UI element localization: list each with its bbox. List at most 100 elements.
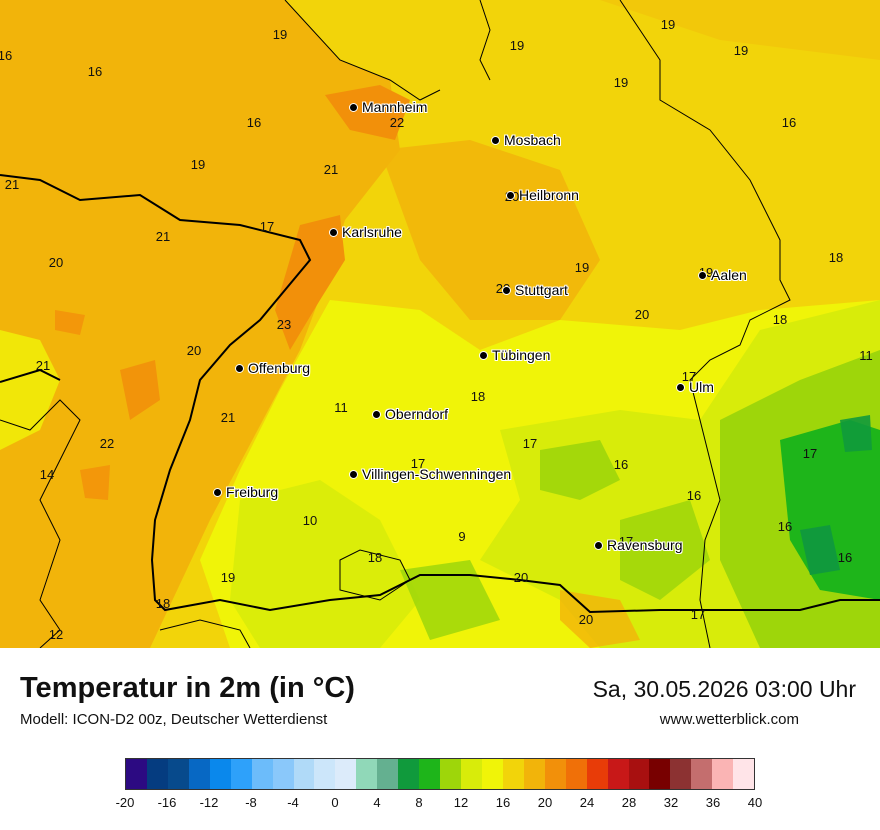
website-link[interactable]: www.wetterblick.com: [659, 711, 799, 728]
city-dot-icon: [698, 270, 707, 280]
green-area-black-forest: [230, 480, 420, 648]
temperature-value: 11: [334, 400, 348, 415]
legend-tick-label: 32: [663, 795, 679, 810]
legend-tick-label: 28: [621, 795, 637, 810]
warm-area-neckar: [380, 140, 600, 320]
city-marker[interactable]: Mannheim: [349, 98, 427, 116]
legend-tick-label: -8: [245, 795, 257, 810]
temperature-value: 19: [574, 260, 590, 275]
legend-swatch: [607, 759, 629, 789]
temperature-value: 18: [470, 389, 486, 404]
temperature-value: 16: [777, 519, 793, 534]
city-dot-icon: [372, 409, 381, 419]
city-name: Karlsruhe: [342, 224, 402, 240]
city-name: Ravensburg: [607, 537, 683, 553]
city-marker[interactable]: Villingen-Schwenningen: [349, 465, 511, 483]
temperature-value: 20: [578, 612, 594, 627]
temperature-value: 20: [634, 307, 650, 322]
hot-spot-karlsruhe: [275, 215, 345, 350]
legend-swatch: [335, 759, 357, 789]
city-name: Villingen-Schwenningen: [362, 466, 512, 482]
legend-swatch: [251, 759, 273, 789]
legend-swatch: [733, 759, 755, 789]
city-name: Mosbach: [504, 132, 561, 148]
warm-area-northeast: [600, 0, 880, 60]
legend-tick-label: 0: [331, 795, 339, 810]
city-marker[interactable]: Aalen: [698, 266, 747, 284]
temperature-value: 21: [4, 177, 20, 192]
legend-swatch: [670, 759, 692, 789]
color-scale-ticks: -20 -16 -12 -8 -4 0 4 8 12 16 20 24 28 32 36 40: [116, 793, 763, 813]
map-title: Temperatur in 2m (in °C): [20, 672, 355, 704]
legend-swatch: [126, 759, 147, 789]
temperature-value: 18: [772, 312, 788, 327]
legend-swatch: [440, 759, 461, 789]
city-name: Mannheim: [362, 99, 428, 115]
city-name: Aalen: [711, 267, 747, 283]
legend-tick-label: -12: [199, 795, 219, 810]
city-marker[interactable]: Heilbronn: [506, 186, 579, 204]
city-dot-icon: [349, 469, 358, 479]
city-dot-icon: [594, 540, 603, 550]
temperature-value: 17: [690, 607, 706, 622]
temperature-value: 16: [781, 115, 797, 130]
legend-swatch: [419, 759, 441, 789]
city-dot-icon: [349, 102, 358, 112]
city-marker[interactable]: Karlsruhe: [329, 223, 402, 241]
temperature-value: 23: [276, 317, 292, 332]
legend-tick-label: 24: [579, 795, 595, 810]
temperature-value: 16: [0, 48, 13, 63]
temperature-value: 17: [522, 436, 538, 451]
legend-tick-label: -16: [157, 795, 177, 810]
temperature-value: 17: [410, 456, 426, 471]
legend-tick-label: 16: [495, 795, 511, 810]
city-marker[interactable]: Ulm: [676, 378, 714, 396]
temperature-value: 21: [35, 358, 51, 373]
city-dot-icon: [329, 227, 338, 237]
legend-swatch: [146, 759, 168, 789]
model-subtitle: Modell: ICON-D2 00z, Deutscher Wetterdie…: [20, 711, 328, 728]
temperature-field: [0, 0, 880, 648]
legend-swatch: [272, 759, 294, 789]
temperature-value: 17: [802, 446, 818, 461]
temperature-value: 19: [190, 157, 206, 172]
temperature-value: 18: [828, 250, 844, 265]
forecast-datetime: Sa, 30.05.2026 03:00 Uhr: [592, 676, 856, 702]
city-dot-icon: [506, 190, 515, 200]
city-marker[interactable]: Offenburg: [235, 359, 310, 377]
city-marker[interactable]: Oberndorf: [372, 405, 448, 423]
legend-swatch: [691, 759, 713, 789]
temperature-value: 18: [155, 596, 171, 611]
city-marker[interactable]: Mosbach: [491, 131, 561, 149]
city-name: Ulm: [689, 379, 714, 395]
green-area-east: [780, 420, 880, 600]
temperature-value: 10: [302, 513, 318, 528]
city-name: Freiburg: [226, 484, 279, 500]
city-marker[interactable]: Stuttgart: [502, 281, 568, 299]
city-dot-icon: [491, 135, 500, 145]
legend-swatch: [565, 759, 587, 789]
temperature-value: 17: [681, 369, 697, 384]
temperature-map[interactable]: 19 19 19 19 16 16 19 16 22 16 19 21 21 20 17 21 20 19 19 18…: [0, 0, 880, 648]
city-dot-icon: [235, 363, 244, 373]
temperature-value: 22: [99, 436, 115, 451]
lake-constance-warm: [560, 590, 640, 648]
city-dot-icon: [479, 350, 488, 360]
city-marker[interactable]: Tübingen: [479, 346, 550, 364]
city-marker[interactable]: Freiburg: [213, 483, 278, 501]
legend-tick-label: 40: [747, 795, 763, 810]
legend-tick-label: 36: [705, 795, 721, 810]
legend-tick-label: -20: [115, 795, 135, 810]
temperature-value: 19: [613, 75, 629, 90]
temperature-value: 21: [220, 410, 236, 425]
temperature-value: 21: [155, 229, 171, 244]
hot-spot-offenburg: [120, 360, 160, 420]
legend-tick-label: -4: [287, 795, 299, 810]
hot-spot-mannheim: [325, 85, 410, 140]
legend-swatch: [188, 759, 210, 789]
temperature-value: 19: [272, 27, 288, 42]
city-marker[interactable]: Ravensburg: [594, 536, 683, 554]
legend-swatch: [523, 759, 545, 789]
legend-swatch: [649, 759, 671, 789]
temperature-value: 17: [618, 534, 634, 549]
